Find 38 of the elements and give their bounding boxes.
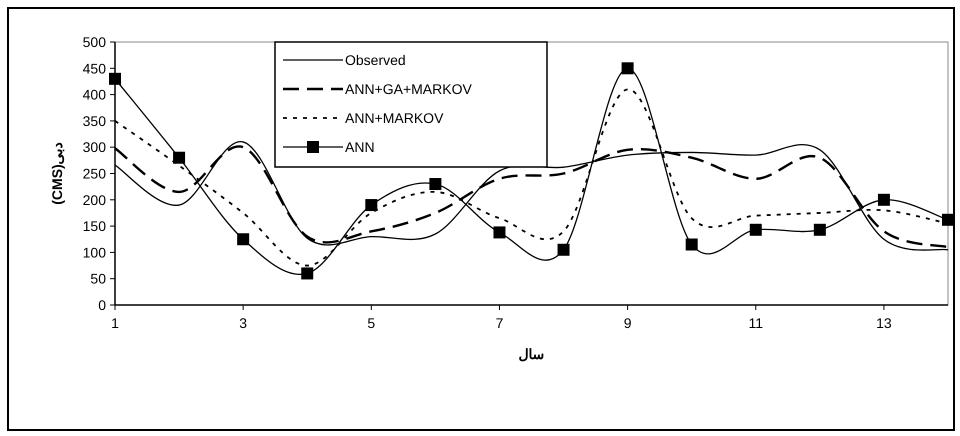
point <box>558 244 570 256</box>
point <box>686 238 698 251</box>
legend-label: Observed <box>345 52 406 68</box>
legend-label: ANN+MARKOV <box>345 110 444 126</box>
y-tick-label: 200 <box>82 192 106 208</box>
x-tick-label: 3 <box>239 315 248 331</box>
point <box>301 267 314 280</box>
x-tick-label: 1 <box>111 315 120 331</box>
point <box>814 224 826 236</box>
point <box>237 233 250 246</box>
y-tick-label: 500 <box>82 34 106 50</box>
legend-label: ANN+GA+MARKOV <box>345 81 472 97</box>
x-tick-label: 9 <box>624 315 632 331</box>
point <box>878 194 890 206</box>
y-tick-label: 350 <box>82 112 106 129</box>
y-tick-label: 0 <box>98 297 106 313</box>
x-tick-label: 13 <box>876 315 892 331</box>
point <box>942 214 954 226</box>
x-axis-title: سال <box>518 346 544 362</box>
point <box>622 62 634 74</box>
point <box>429 178 442 190</box>
x-tick-label: 11 <box>748 315 764 331</box>
y-tick-label: 100 <box>82 244 106 260</box>
point <box>109 72 121 85</box>
point <box>493 226 506 238</box>
point <box>365 199 378 212</box>
y-axis-title: دبی(CMS) <box>49 142 65 205</box>
x-tick-label: 7 <box>496 315 504 331</box>
y-tick-label: 450 <box>82 60 106 76</box>
y-tick-label: 400 <box>82 86 106 103</box>
point <box>750 224 762 236</box>
legend-label: ANN <box>345 139 375 155</box>
y-tick-label: 150 <box>82 218 106 234</box>
y-tick-label: 50 <box>90 270 106 287</box>
x-tick-label: 5 <box>367 315 376 331</box>
y-tick-label: 250 <box>82 166 106 182</box>
point <box>173 152 186 164</box>
y-tick-label: 300 <box>82 139 106 156</box>
